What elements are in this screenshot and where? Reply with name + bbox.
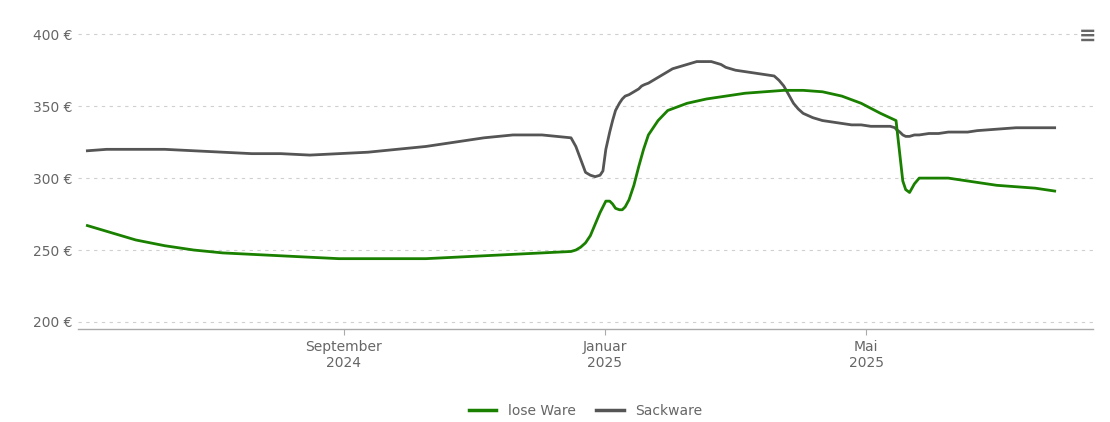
Text: ≡: ≡ <box>1079 25 1097 45</box>
Legend: lose Ware, Sackware: lose Ware, Sackware <box>463 398 708 422</box>
